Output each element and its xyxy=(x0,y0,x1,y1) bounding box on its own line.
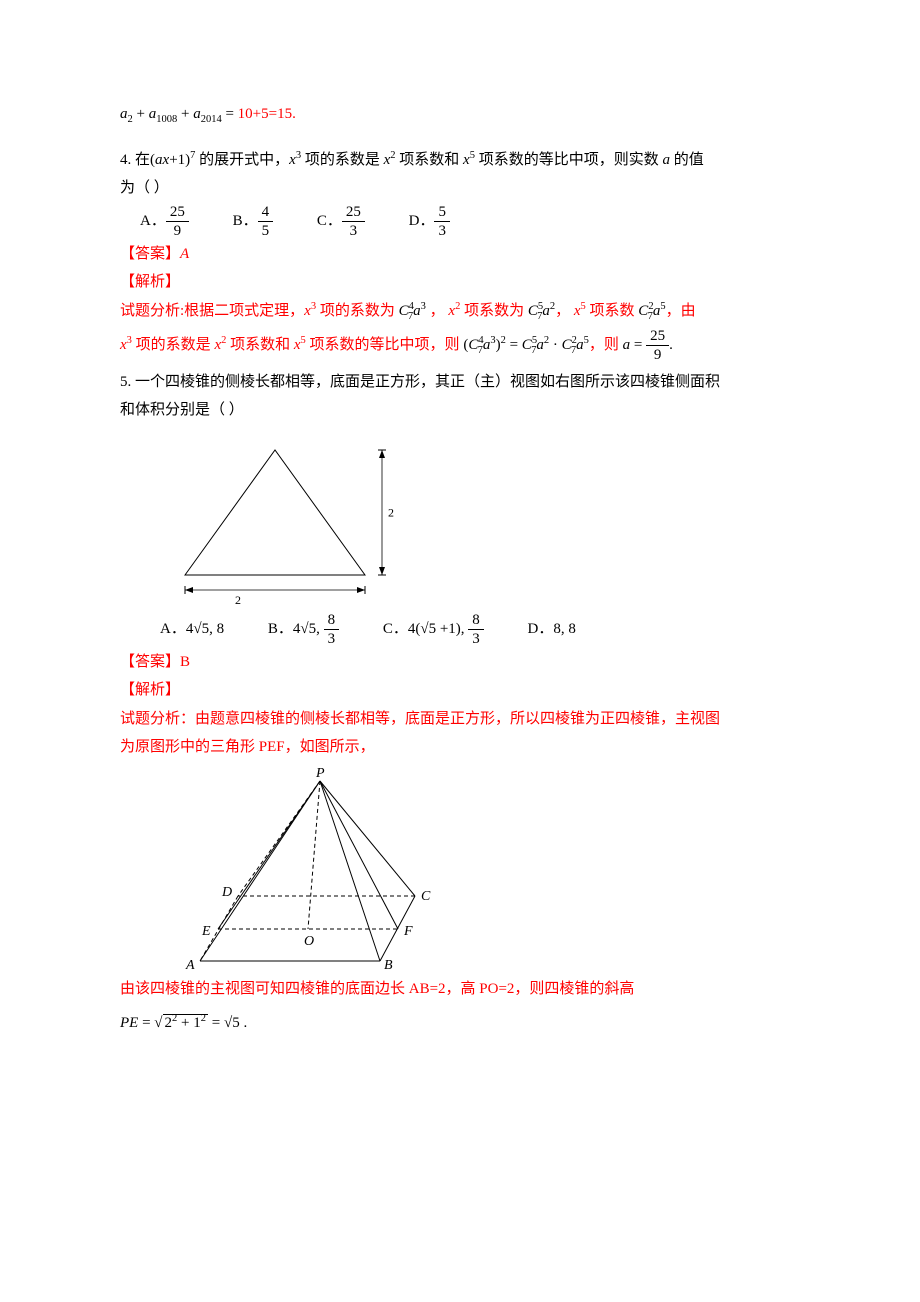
question-4-line2: 为（ ） xyxy=(120,174,800,203)
svg-text:C: C xyxy=(421,889,431,904)
q5-option-d: D．8, 8 xyxy=(528,615,576,644)
q5-option-c: C．4(√5 +1), 83 xyxy=(383,611,484,648)
q5-option-a: A．4√5, 8 xyxy=(160,615,224,644)
q4-option-d: D．53 xyxy=(409,203,450,240)
svg-text:D: D xyxy=(221,885,232,900)
svg-text:A: A xyxy=(185,958,195,971)
svg-text:2: 2 xyxy=(388,505,394,519)
svg-text:B: B xyxy=(384,958,393,971)
q4-solution-line2: x3 项的系数是 x2 项系数和 x5 项系数的等比中项，则 (C47a3)2 … xyxy=(120,327,800,364)
q5-solution-line3: 由该四棱锥的主视图可知四棱锥的底面边长 AB=2，高 PO=2，则四棱锥的斜高 xyxy=(120,975,800,1004)
q5-pyramid-figure: P A B C D E F O xyxy=(180,766,800,971)
q4-solution-label: 【解析】 xyxy=(120,268,800,297)
q4-option-c: C．253 xyxy=(317,203,365,240)
svg-text:E: E xyxy=(201,924,211,939)
svg-text:F: F xyxy=(403,924,413,939)
svg-text:2: 2 xyxy=(235,593,241,605)
q4-answer: 【答案】A xyxy=(120,240,800,269)
q5-front-view-figure: 22 xyxy=(160,435,800,605)
q4-options: A．259 B．45 C．253 D．53 xyxy=(120,203,800,240)
svg-text:O: O xyxy=(304,934,314,949)
q5-options: A．4√5, 8 B．4√5, 83 C．4(√5 +1), 83 D．8, 8 xyxy=(120,611,800,648)
q4-option-a: A．259 xyxy=(140,203,189,240)
q5-solution-line2: 为原图形中的三角形 PEF，如图所示， xyxy=(120,733,800,762)
q5-answer: 【答案】B xyxy=(120,648,800,677)
svg-text:P: P xyxy=(315,766,325,781)
question-5: 5. 一个四棱锥的侧棱长都相等，底面是正方形，其正（主）视图如右图所示该四棱锥侧… xyxy=(120,368,800,397)
expr-a2: a2 xyxy=(120,106,133,122)
q5-solution-label: 【解析】 xyxy=(120,676,800,705)
q5-option-b: B．4√5, 83 xyxy=(268,611,339,648)
prev-answer-value: 10+5=15. xyxy=(238,106,296,122)
q4-option-b: B．45 xyxy=(233,203,274,240)
q4-solution-line1: 试题分析:根据二项式定理，x3 项的系数为 C47a3 ， x2 项系数为 C5… xyxy=(120,297,800,327)
question-4: 4. 在(ax+1)7 的展开式中，x3 项的系数是 x2 项系数和 x5 项系… xyxy=(120,146,800,175)
q5-solution-line1: 试题分析：由题意四棱锥的侧棱长都相等，底面是正方形，所以四棱锥为正四棱锥，主视图 xyxy=(120,705,800,734)
q5-pe-equation: PE = √22 + 12 = √5 . xyxy=(120,1009,800,1038)
prev-solution-line: a2 + a1008 + a2014 = 10+5=15. xyxy=(120,100,800,130)
question-5-line2: 和体积分别是（ ） xyxy=(120,396,800,425)
